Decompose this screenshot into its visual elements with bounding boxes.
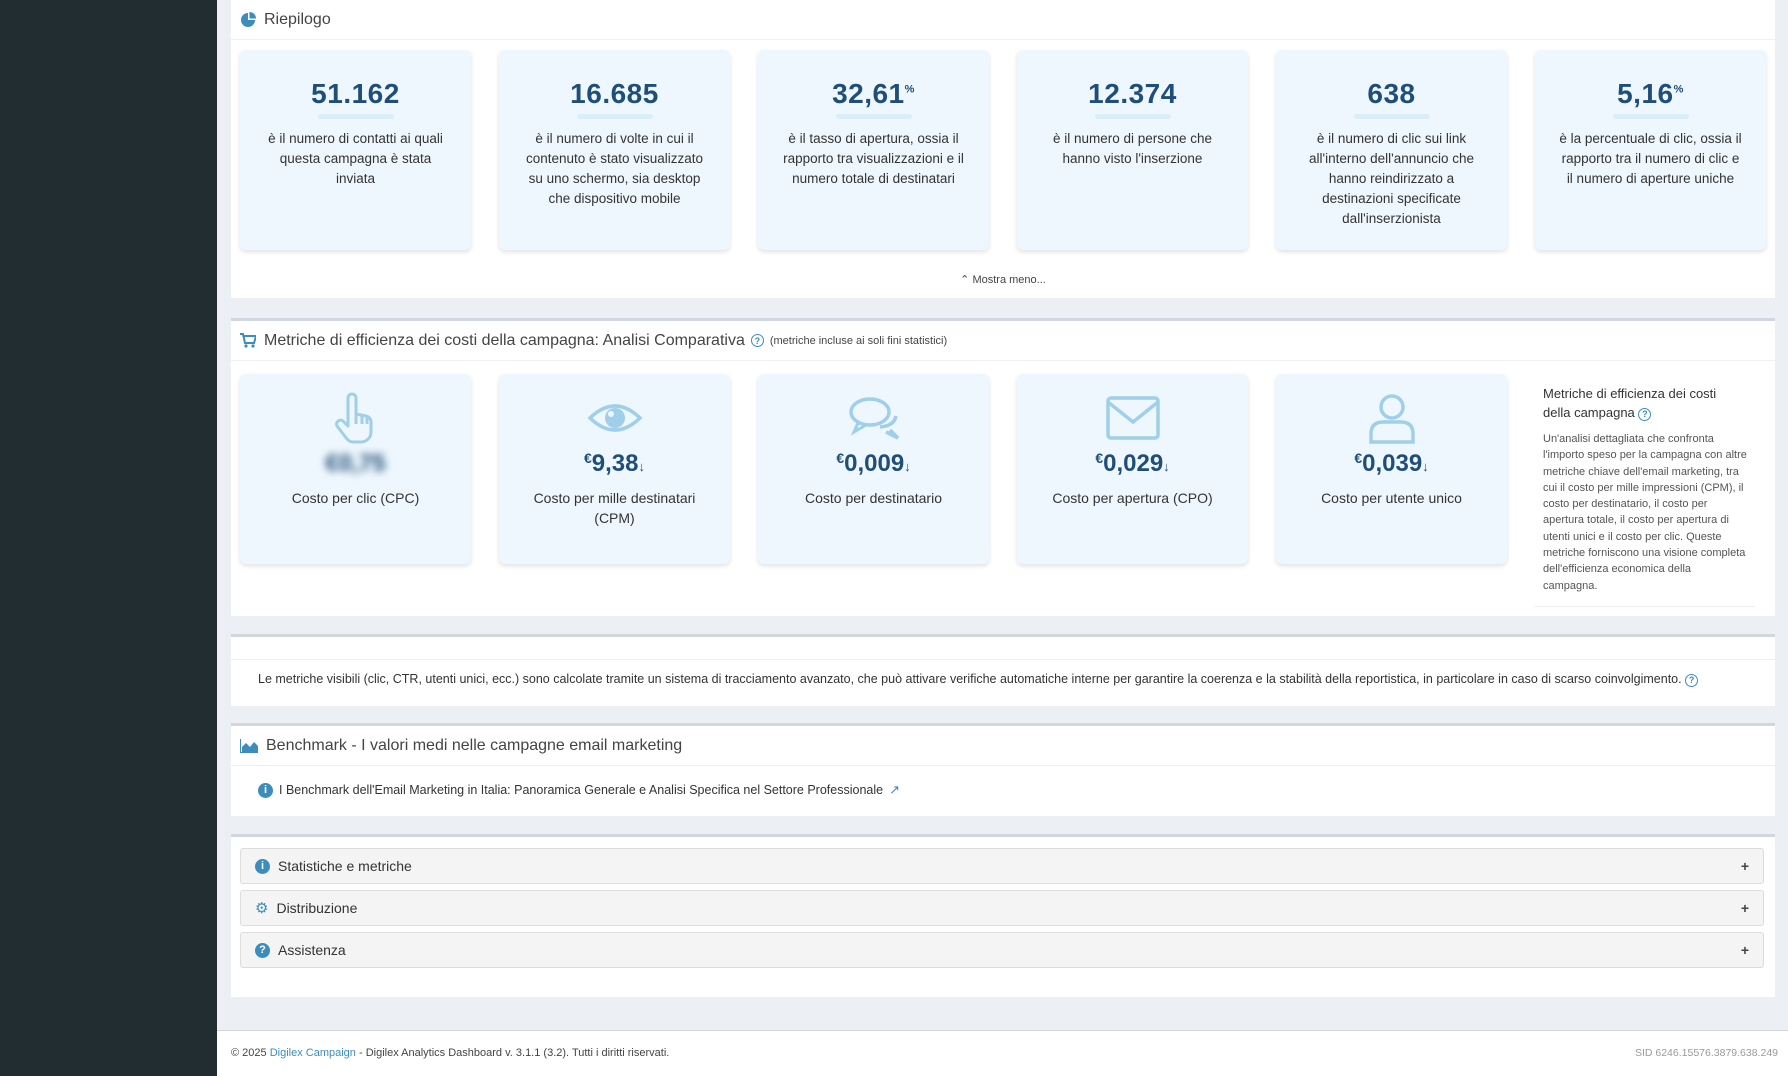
- summary-header: Riepilogo: [231, 0, 1775, 40]
- value-underline: [317, 114, 394, 119]
- show-less-link[interactable]: ⌃ Mostra meno...: [960, 274, 1046, 286]
- user-icon: [1368, 394, 1415, 444]
- efficiency-card: €0,75 Costo per clic (CPC): [240, 374, 471, 564]
- envelope-icon: [1105, 396, 1160, 440]
- summary-panel: Riepilogo 51.162 è il numero di contatti…: [231, 0, 1775, 298]
- question-icon: ?: [255, 942, 270, 958]
- efficiency-card: €9,38↓ Costo per mille destinatari (CPM): [499, 374, 730, 564]
- pie-chart-icon: [240, 11, 256, 28]
- cost-label: Costo per apertura (CPO): [1052, 490, 1213, 506]
- efficiency-title: Metriche di efficienza dei costi della c…: [264, 331, 745, 349]
- summary-desc: è la percentuale di clic, ossia il rappo…: [1559, 131, 1742, 186]
- area-chart-icon: [240, 738, 258, 753]
- benchmark-header: Benchmark - I valori medi nelle campagne…: [231, 726, 1775, 766]
- tracking-panel: Le metriche visibili (clic, CTR, utenti …: [231, 634, 1775, 706]
- cost-value: €9,38↓: [583, 450, 645, 477]
- chevron-up-icon: ⌃: [960, 274, 970, 286]
- accordion-distribution[interactable]: ⚙ Distribuzione +: [240, 890, 1764, 926]
- summary-title: Riepilogo: [264, 10, 331, 28]
- value-underline: [576, 114, 653, 119]
- benchmark-panel: Benchmark - I valori medi nelle campagne…: [231, 723, 1775, 816]
- summary-desc: è il tasso di apertura, ossia il rapport…: [783, 131, 964, 186]
- value-underline: [835, 114, 912, 119]
- summary-card: 12.374 è il numero di persone che hanno …: [1017, 50, 1248, 250]
- cost-label: Costo per utente unico: [1321, 490, 1462, 506]
- help-icon[interactable]: ?: [750, 334, 764, 347]
- plus-icon: +: [1740, 942, 1749, 958]
- summary-value: 638: [1367, 78, 1416, 109]
- summary-value: 5,16%: [1617, 78, 1684, 109]
- main-content: Riepilogo 51.162 è il numero di contatti…: [217, 0, 1788, 1076]
- plus-icon: +: [1740, 858, 1749, 874]
- benchmark-link[interactable]: i I Benchmark dell'Email Marketing in It…: [258, 782, 900, 798]
- external-link-icon: ↗: [889, 782, 900, 797]
- cost-value: €0,009↓: [836, 450, 911, 477]
- accordion-assistance[interactable]: ? Assistenza +: [240, 932, 1764, 968]
- sidebox-title: Metriche di efficienza dei costi della c…: [1543, 386, 1717, 421]
- cost-value: €0,75: [325, 450, 386, 477]
- summary-desc: è il numero di volte in cui il contenuto…: [525, 131, 704, 206]
- help-icon[interactable]: ?: [1638, 408, 1652, 421]
- eye-icon: [586, 404, 643, 432]
- cost-label: Costo per mille destinatari (CPM): [533, 490, 696, 526]
- cost-label: Costo per clic (CPC): [291, 490, 420, 506]
- value-underline: [1612, 114, 1689, 119]
- footer-sid: SID 6246.15576.3879.638.249: [1634, 1047, 1778, 1059]
- value-underline: [1353, 114, 1430, 119]
- summary-desc: è il numero di clic sui link all'interno…: [1308, 131, 1475, 226]
- summary-card: 32,61% è il tasso di apertura, ossia il …: [758, 50, 989, 250]
- summary-card: 16.685 è il numero di volte in cui il co…: [499, 50, 730, 250]
- benchmark-title: Benchmark - I valori medi nelle campagne…: [266, 736, 683, 754]
- brand-link[interactable]: Digilex Campaign: [269, 1047, 356, 1059]
- info-icon: i: [255, 858, 270, 874]
- sidebox-text: Un'analisi dettagliata che confronta l'i…: [1543, 433, 1747, 592]
- summary-value: 51.162: [311, 78, 400, 109]
- efficiency-header: Metriche di efficienza dei costi della c…: [231, 321, 1775, 361]
- summary-cards: 51.162 è il numero di contatti ai quali …: [240, 50, 1766, 250]
- summary-desc: è il numero di contatti ai quali questa …: [268, 131, 443, 186]
- efficiency-cards: €0,75 Costo per clic (CPC) €9,38↓ Costo …: [240, 374, 1507, 564]
- summary-desc: è il numero di persone che hanno visto l…: [1052, 131, 1213, 166]
- sidebar: [0, 0, 217, 1076]
- efficiency-card: €0,039↓ Costo per utente unico: [1276, 374, 1507, 564]
- summary-card: 51.162 è il numero di contatti ai quali …: [240, 50, 471, 250]
- summary-value: 32,61%: [832, 78, 915, 109]
- tracking-note: Le metriche visibili (clic, CTR, utenti …: [258, 672, 1699, 687]
- comments-icon: [848, 397, 899, 440]
- footer-copyright: © 2025 Digilex Campaign - Digilex Analyt…: [231, 1047, 670, 1059]
- cost-label: Costo per destinatario: [805, 490, 942, 506]
- shopping-cart-icon: [240, 333, 256, 348]
- gear-icon: ⚙: [255, 900, 269, 917]
- efficiency-note: (metriche incluse ai soli fini statistic…: [769, 334, 948, 347]
- efficiency-panel: Metriche di efficienza dei costi della c…: [231, 318, 1775, 616]
- accordion-panel: i Statistiche e metriche + ⚙ Distribuzio…: [231, 834, 1775, 997]
- accordion-statistics[interactable]: i Statistiche e metriche +: [240, 848, 1764, 884]
- cost-value: €0,039↓: [1354, 450, 1429, 477]
- footer: © 2025 Digilex Campaign - Digilex Analyt…: [217, 1030, 1788, 1076]
- cost-value: €0,029↓: [1095, 450, 1170, 477]
- summary-card: 638 è il numero di clic sui link all'int…: [1276, 50, 1507, 250]
- value-underline: [1094, 114, 1171, 119]
- efficiency-card: €0,009↓ Costo per destinatario: [758, 374, 989, 564]
- summary-card: 5,16% è la percentuale di clic, ossia il…: [1535, 50, 1766, 250]
- summary-value: 16.685: [570, 78, 659, 109]
- pointer-hand-icon: [334, 392, 372, 444]
- divider: [231, 659, 1775, 660]
- efficiency-card: €0,029↓ Costo per apertura (CPO): [1017, 374, 1248, 564]
- info-icon: i: [258, 782, 273, 798]
- plus-icon: +: [1740, 900, 1749, 916]
- summary-value: 12.374: [1088, 78, 1177, 109]
- efficiency-sidebox: Metriche di efficienza dei costi della c…: [1535, 384, 1755, 607]
- help-icon[interactable]: ?: [1685, 673, 1699, 687]
